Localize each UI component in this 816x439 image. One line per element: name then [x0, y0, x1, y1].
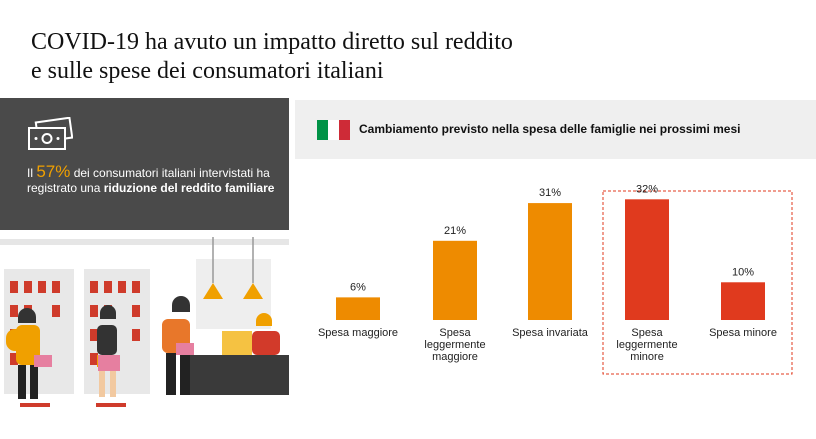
- stat-bold: riduzione del reddito familiare: [103, 181, 275, 195]
- bar-chart: 6%Spesa maggiore21%Spesaleggermentemaggi…: [318, 183, 793, 375]
- category-label-3-1: leggermente: [616, 339, 677, 351]
- shopping-illustration: [0, 237, 289, 439]
- page-title: COVID-19 ha avuto un impatto diretto sul…: [31, 28, 631, 86]
- flag-red-stripe: [339, 120, 350, 140]
- category-label-2-0: Spesa invariata: [512, 327, 589, 339]
- category-label-3-0: Spesa: [631, 327, 663, 339]
- category-label-1-0: Spesa: [439, 327, 471, 339]
- bar-2: [528, 203, 572, 320]
- value-label-4: 10%: [732, 266, 754, 278]
- value-label-0: 6%: [350, 281, 366, 293]
- category-label-0-0: Spesa maggiore: [318, 327, 398, 339]
- money-icon: [28, 117, 73, 150]
- bar-1: [433, 240, 477, 320]
- stat-text: Il 57% dei consumatori italiani intervis…: [27, 162, 275, 195]
- bar-4: [721, 282, 765, 320]
- bar-3: [625, 199, 669, 320]
- chart-header: Cambiamento previsto nella spesa delle f…: [295, 100, 816, 159]
- value-label-3: 32%: [636, 183, 658, 195]
- chart-title: Cambiamento previsto nella spesa delle f…: [359, 122, 741, 136]
- value-label-1: 21%: [444, 225, 466, 237]
- category-label-1-1: leggermente: [424, 339, 485, 351]
- flag-green-stripe: [317, 120, 328, 140]
- category-label-3-2: minore: [630, 351, 664, 363]
- bar-0: [336, 297, 380, 320]
- category-label-1-2: maggiore: [432, 351, 478, 363]
- italy-flag-icon: [317, 120, 350, 140]
- value-label-2: 31%: [539, 187, 561, 199]
- flag-white-stripe: [328, 120, 339, 140]
- title-line-1: COVID-19 ha avuto un impatto diretto sul…: [31, 29, 513, 55]
- stat-percent: 57%: [36, 162, 71, 181]
- title-line-2: e sulle spese dei consumatori italiani: [31, 58, 384, 84]
- stat-panel: Il 57% dei consumatori italiani intervis…: [0, 98, 289, 230]
- highlight-box: [602, 190, 793, 375]
- category-label-4-0: Spesa minore: [709, 327, 777, 339]
